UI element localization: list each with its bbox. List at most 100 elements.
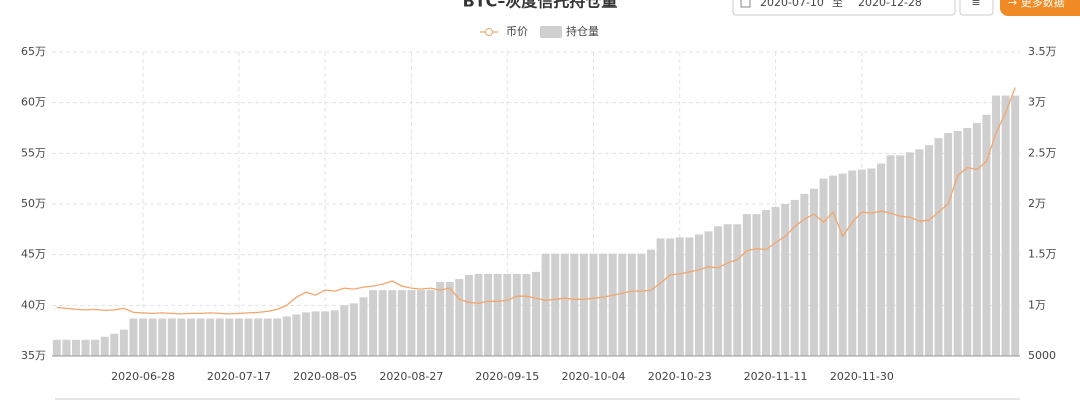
bar — [369, 290, 378, 356]
y-tick-label: 35万 — [21, 349, 46, 362]
bar — [618, 253, 627, 356]
bar — [704, 231, 713, 356]
more-label: → 更多数据 — [1008, 0, 1065, 9]
bar — [254, 318, 263, 356]
bar — [301, 312, 310, 356]
bar — [139, 318, 148, 356]
bar — [62, 339, 71, 356]
bar — [340, 305, 349, 356]
bar — [359, 297, 368, 356]
bar — [196, 318, 205, 356]
bar — [167, 318, 176, 356]
bar — [397, 290, 406, 356]
x-tick-label: 2020-07-17 — [207, 370, 271, 383]
bar — [781, 204, 790, 356]
date-end[interactable]: 2020-12-28 — [858, 0, 922, 9]
bar — [694, 234, 703, 356]
bar — [647, 249, 656, 356]
bar — [91, 339, 100, 356]
bar — [877, 163, 886, 356]
bar — [992, 95, 1001, 356]
legend-label: 币价 — [506, 25, 528, 38]
bars — [52, 95, 1020, 357]
bar — [484, 273, 493, 356]
bar — [52, 339, 61, 356]
bar — [963, 128, 972, 356]
bar — [407, 290, 416, 356]
bar — [637, 253, 646, 356]
bar — [723, 224, 732, 356]
bar — [579, 253, 588, 356]
y-tick-label: 60万 — [21, 96, 46, 109]
x-tick-label: 2020-06-28 — [111, 370, 175, 383]
bar — [886, 155, 895, 356]
bar — [416, 290, 425, 356]
bar — [349, 303, 358, 356]
bar — [915, 149, 924, 356]
menu-icon: ≡ — [971, 0, 980, 9]
y2-tick-label: 5000 — [1028, 349, 1056, 362]
bar — [733, 224, 742, 356]
bar — [71, 339, 80, 356]
bar — [311, 311, 320, 356]
bar — [570, 253, 579, 356]
bar — [282, 316, 291, 356]
calendar-icon — [740, 0, 751, 8]
legend-label: 持仓量 — [566, 24, 599, 38]
bar — [129, 318, 138, 356]
bar — [675, 237, 684, 356]
bar — [819, 178, 828, 356]
x-tick-label: 2020-10-23 — [648, 370, 712, 383]
bar — [599, 253, 608, 356]
bar — [206, 318, 215, 356]
date-sep: 至 — [832, 0, 843, 9]
bar — [1011, 95, 1020, 356]
more-button[interactable] — [1000, 0, 1080, 16]
bar — [972, 122, 981, 356]
bar — [532, 271, 540, 356]
bar — [905, 152, 914, 356]
y2-tick-label: 1万 — [1028, 298, 1046, 311]
menu-button[interactable] — [959, 0, 994, 16]
bar — [982, 114, 991, 357]
bar — [321, 311, 330, 356]
bar — [110, 333, 119, 356]
bar — [522, 273, 531, 356]
bar — [867, 168, 876, 356]
bar — [455, 278, 464, 356]
bar — [234, 318, 243, 356]
bar — [186, 318, 195, 356]
bar — [924, 145, 933, 356]
bar — [215, 318, 224, 356]
bar — [503, 273, 512, 356]
bar — [944, 133, 953, 356]
bar — [464, 274, 473, 356]
date-start[interactable]: 2020-07-10 — [760, 0, 824, 9]
x-tick-label: 2020-09-15 — [475, 370, 539, 383]
bar — [1001, 95, 1010, 356]
bar — [762, 210, 771, 356]
bar — [263, 318, 272, 356]
bar — [81, 339, 90, 356]
y-tick-label: 65万 — [21, 45, 46, 58]
bar — [119, 329, 128, 356]
lines — [56, 87, 1016, 315]
bar — [436, 282, 445, 356]
y2-tick-label: 1.5万 — [1028, 248, 1057, 261]
x-tick-label: 2020-10-04 — [562, 370, 626, 383]
bar — [388, 290, 397, 356]
bar — [752, 214, 761, 356]
bar — [685, 237, 694, 356]
price-line — [56, 87, 1016, 315]
bar — [953, 131, 962, 356]
date-range[interactable] — [732, 0, 956, 16]
bar — [656, 238, 665, 356]
bar — [790, 199, 799, 356]
bar — [426, 290, 435, 356]
bar — [627, 253, 636, 356]
y2-tick-label: 3万 — [1028, 96, 1046, 109]
legend-swatch — [540, 26, 562, 38]
chart-title: BTC–灰度信托持仓量 — [463, 0, 618, 11]
bar — [292, 314, 301, 356]
